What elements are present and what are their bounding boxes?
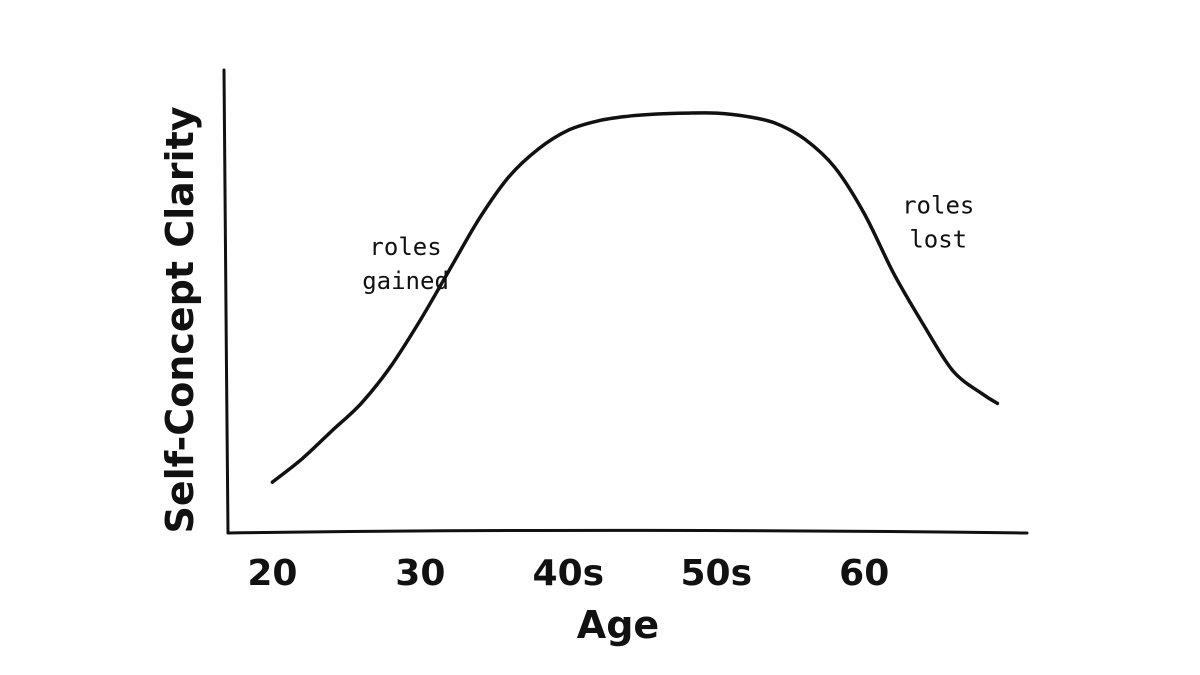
- annotation-line: lost: [909, 226, 967, 254]
- y-axis-title: Self-Concept Clarity: [158, 106, 202, 533]
- x-tick-labels: 20 30 40s 50s 60: [247, 553, 889, 594]
- x-tick-label: 50s: [681, 553, 753, 594]
- x-tick-label: 20: [247, 553, 297, 594]
- x-tick-label: 60: [839, 553, 889, 594]
- annotation-line: roles: [902, 192, 974, 220]
- annotation-line: roles: [369, 233, 441, 261]
- x-axis-title: Age: [577, 603, 659, 647]
- x-tick-label: 30: [395, 553, 445, 594]
- x-axis-line: [226, 528, 1029, 535]
- y-axis-line: [222, 68, 230, 535]
- annotations: roles gained roles lost: [362, 192, 974, 296]
- series-line: [270, 111, 1000, 484]
- annotation-line: gained: [362, 267, 449, 295]
- x-tick-label: 40s: [533, 553, 605, 594]
